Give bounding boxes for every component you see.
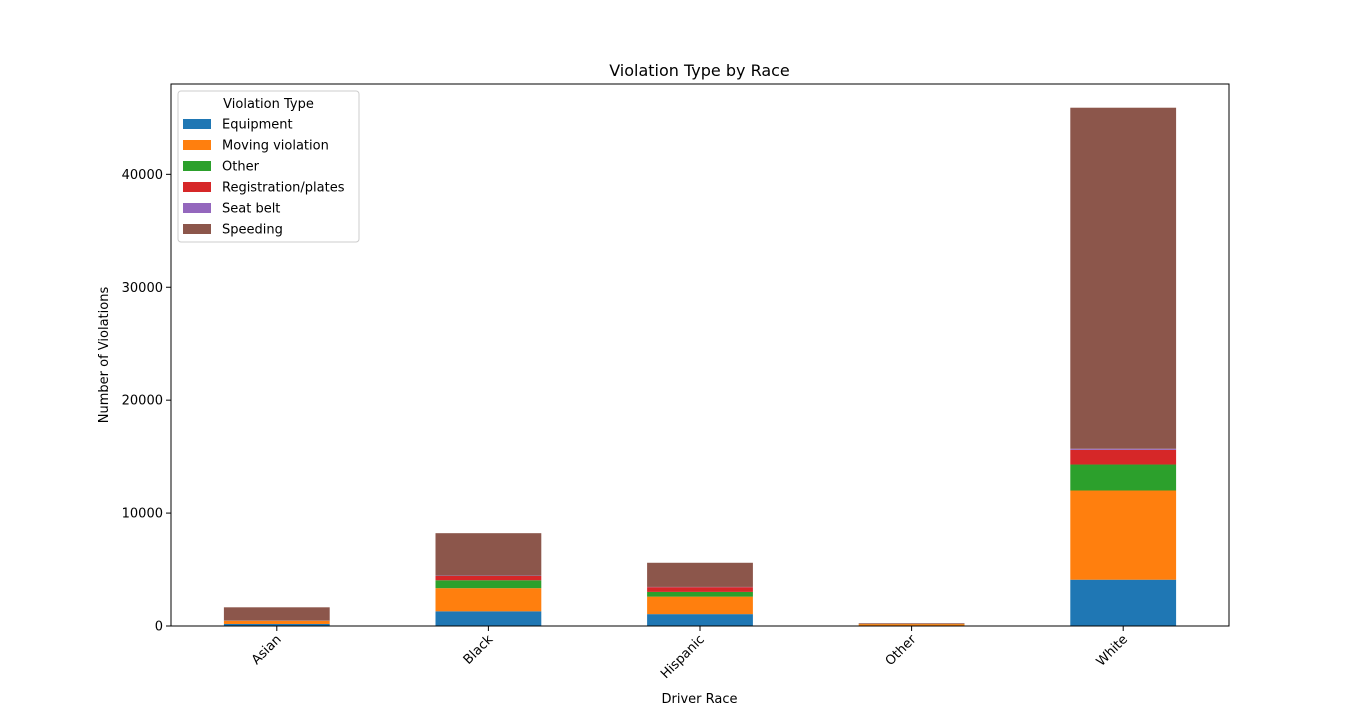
bar-asian-equipment xyxy=(223,623,330,626)
x-tick-label-hispanic: Hispanic xyxy=(658,632,708,682)
y-axis: 0 10000 20000 30000 40000 xyxy=(122,168,171,635)
legend-frame xyxy=(177,90,360,243)
y-tick-label: 20000 xyxy=(122,394,163,409)
bar-white-equipment xyxy=(1070,579,1177,626)
legend-swatch-other xyxy=(183,161,211,171)
bar-black-other xyxy=(435,580,542,589)
y-tick-label: 40000 xyxy=(122,168,163,183)
bar-other-speeding xyxy=(858,623,965,624)
chart-title: Violation Type by Race xyxy=(609,61,790,80)
bars-group xyxy=(223,107,1177,626)
y-axis-label: Number of Violations xyxy=(97,287,112,424)
y-tick-label: 10000 xyxy=(122,507,163,522)
legend-label-seat-belt: Seat belt xyxy=(222,202,280,217)
x-axis-label: Driver Race xyxy=(662,692,738,703)
bar-black-registration-plates xyxy=(435,575,542,581)
bar-hispanic-equipment xyxy=(647,614,753,626)
legend-swatch-speeding xyxy=(183,224,211,234)
legend-label-equipment: Equipment xyxy=(222,118,293,133)
legend-label-registration-plates: Registration/plates xyxy=(222,181,345,196)
x-tick-label-black: Black xyxy=(461,632,497,668)
bar-other-moving-violation xyxy=(858,624,965,626)
bar-white-seat-belt xyxy=(1070,448,1177,450)
bar-white-registration-plates xyxy=(1070,449,1177,465)
legend-swatch-registration-plates xyxy=(183,182,211,192)
y-tick-label: 0 xyxy=(155,620,163,635)
legend-swatch-moving-violation xyxy=(183,140,211,150)
bar-white-moving-violation xyxy=(1070,490,1177,580)
bar-hispanic-other xyxy=(647,591,753,597)
x-tick-label-other: Other xyxy=(883,632,920,669)
bar-asian-speeding xyxy=(223,607,330,621)
legend-swatch-seat-belt xyxy=(183,203,211,213)
x-axis: Asian Black Hispanic Other White xyxy=(249,626,1131,682)
x-tick-label-white: White xyxy=(1094,632,1131,669)
x-tick-label-asian: Asian xyxy=(249,632,285,668)
bar-black-moving-violation xyxy=(435,588,542,612)
bar-hispanic-moving-violation xyxy=(647,596,753,615)
bar-hispanic-speeding xyxy=(647,562,753,587)
legend-swatch-equipment xyxy=(183,119,211,129)
bar-white-other xyxy=(1070,464,1177,491)
legend-title: Violation Type xyxy=(223,97,314,112)
legend-label-speeding: Speeding xyxy=(222,223,283,238)
bar-black-speeding xyxy=(435,533,542,576)
legend: Violation Type Equipment Moving violation… xyxy=(177,90,360,243)
bar-white-speeding xyxy=(1070,107,1177,449)
bar-hispanic-registration-plates xyxy=(647,587,753,592)
legend-label-moving-violation: Moving violation xyxy=(222,139,329,154)
y-tick-label: 30000 xyxy=(122,281,163,296)
bar-asian-moving-violation xyxy=(223,620,330,624)
legend-label-other: Other xyxy=(222,160,260,175)
bar-black-equipment xyxy=(435,611,542,626)
